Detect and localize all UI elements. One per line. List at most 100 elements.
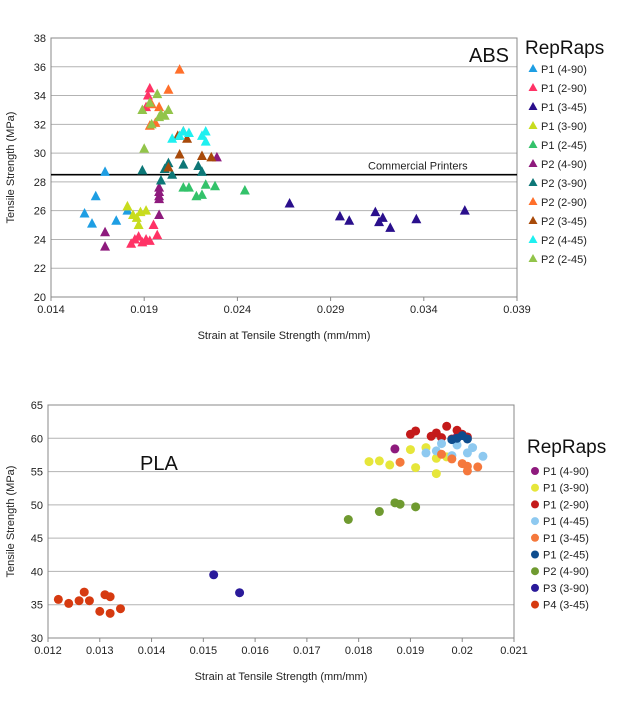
data-point xyxy=(178,126,189,136)
legend-label: P2 (4-45) xyxy=(541,235,587,247)
data-point xyxy=(163,162,174,172)
y-tick-label: 32 xyxy=(34,119,46,131)
data-point xyxy=(411,463,421,473)
y-tick-label: 24 xyxy=(34,234,46,246)
data-point xyxy=(196,150,207,160)
legend-marker xyxy=(528,83,538,91)
y-tick-label: 30 xyxy=(31,633,43,645)
data-point xyxy=(148,219,159,230)
x-tick-label: 0.016 xyxy=(241,645,269,657)
x-tick-label: 0.015 xyxy=(190,645,218,657)
legend-label: P2 (4-90) xyxy=(543,566,589,578)
data-point xyxy=(478,451,488,461)
data-point xyxy=(196,166,207,176)
pla-chart: 30 35 40 45 50 55 60 65 0.012 0.013 0.014 0.015 0.01… xyxy=(5,400,606,683)
legend-marker xyxy=(528,140,538,148)
data-point xyxy=(152,88,163,99)
data-point xyxy=(146,118,157,129)
data-point xyxy=(139,143,150,153)
data-point xyxy=(154,209,165,219)
data-point xyxy=(105,592,115,602)
data-point xyxy=(142,90,153,100)
data-point xyxy=(196,189,207,199)
legend-label: P2 (2-45) xyxy=(541,254,587,266)
data-point xyxy=(174,149,185,159)
legend-title: RepRaps xyxy=(527,437,606,458)
data-point xyxy=(159,110,170,120)
data-point xyxy=(141,205,152,215)
plot-area xyxy=(47,404,515,639)
data-point xyxy=(163,84,174,94)
abs-chart: 20 22 24 26 28 30 32 34 36 38 0.014 0.019 0.024 0.029… xyxy=(5,33,604,342)
legend-marker xyxy=(531,533,539,542)
y-tick-label: 45 xyxy=(31,533,43,545)
data-point xyxy=(385,222,396,232)
data-point xyxy=(473,462,483,472)
data-point xyxy=(183,182,194,192)
legend-marker xyxy=(528,197,538,205)
data-point xyxy=(390,444,400,454)
legend-label: P1 (2-90) xyxy=(541,83,587,95)
data-point xyxy=(374,456,384,466)
data-point xyxy=(154,193,165,204)
chart-title: PLA xyxy=(140,453,178,475)
legend-marker xyxy=(528,102,538,110)
legend-marker xyxy=(531,467,539,475)
legend-marker xyxy=(528,235,538,243)
y-tick-label: 34 xyxy=(34,91,46,103)
y-tick-label: 26 xyxy=(34,206,46,218)
legend-title: RepRaps xyxy=(525,38,604,59)
legend-label: P2 (4-90) xyxy=(541,159,587,171)
data-point xyxy=(344,215,355,225)
data-point xyxy=(209,570,219,580)
data-point xyxy=(163,104,174,114)
data-point xyxy=(343,515,353,525)
y-tick-label: 20 xyxy=(34,292,46,304)
y-tick-label: 22 xyxy=(34,263,46,275)
data-point xyxy=(334,210,345,221)
data-point xyxy=(459,205,470,215)
data-point xyxy=(79,587,89,597)
legend-label: P1 (3-90) xyxy=(541,121,587,133)
legend-label: P1 (3-45) xyxy=(543,533,589,545)
data-point xyxy=(133,219,144,230)
data-point xyxy=(452,433,462,443)
legend-label: P3 (3-90) xyxy=(543,583,589,595)
data-point xyxy=(411,426,421,436)
data-point xyxy=(137,164,148,175)
x-tick-label: 0.012 xyxy=(34,645,62,657)
data-point xyxy=(370,206,381,217)
data-point xyxy=(154,182,165,192)
data-point xyxy=(154,101,165,112)
legend-label: P1 (4-45) xyxy=(543,516,589,528)
data-point xyxy=(210,180,221,191)
data-point xyxy=(105,608,115,618)
data-point xyxy=(100,166,111,176)
data-point xyxy=(174,64,185,74)
data-point xyxy=(411,213,422,224)
legend-marker xyxy=(528,216,538,224)
x-tick-label: 0.029 xyxy=(317,304,345,316)
data-point xyxy=(53,594,63,604)
legend-marker xyxy=(531,583,539,592)
legend-label: P1 (2-90) xyxy=(543,499,589,511)
data-point xyxy=(462,434,472,444)
y-axis-label: Tensile Strength (MPa) xyxy=(5,112,17,224)
legend-label: P2 (2-90) xyxy=(541,197,587,209)
data-point xyxy=(131,212,142,222)
legend-marker xyxy=(531,567,539,576)
data-point xyxy=(395,457,405,467)
data-point xyxy=(155,174,166,185)
legend-marker xyxy=(531,550,539,559)
data-point xyxy=(462,448,472,458)
legend-label: P4 (3-45) xyxy=(543,600,589,612)
data-point xyxy=(437,449,447,459)
legend-label: P1 (3-90) xyxy=(543,483,589,495)
y-tick-label: 40 xyxy=(31,566,43,578)
data-point xyxy=(122,200,133,211)
y-tick-label: 36 xyxy=(34,62,46,74)
data-point xyxy=(411,502,421,512)
data-point xyxy=(90,190,101,201)
data-point xyxy=(200,179,211,189)
